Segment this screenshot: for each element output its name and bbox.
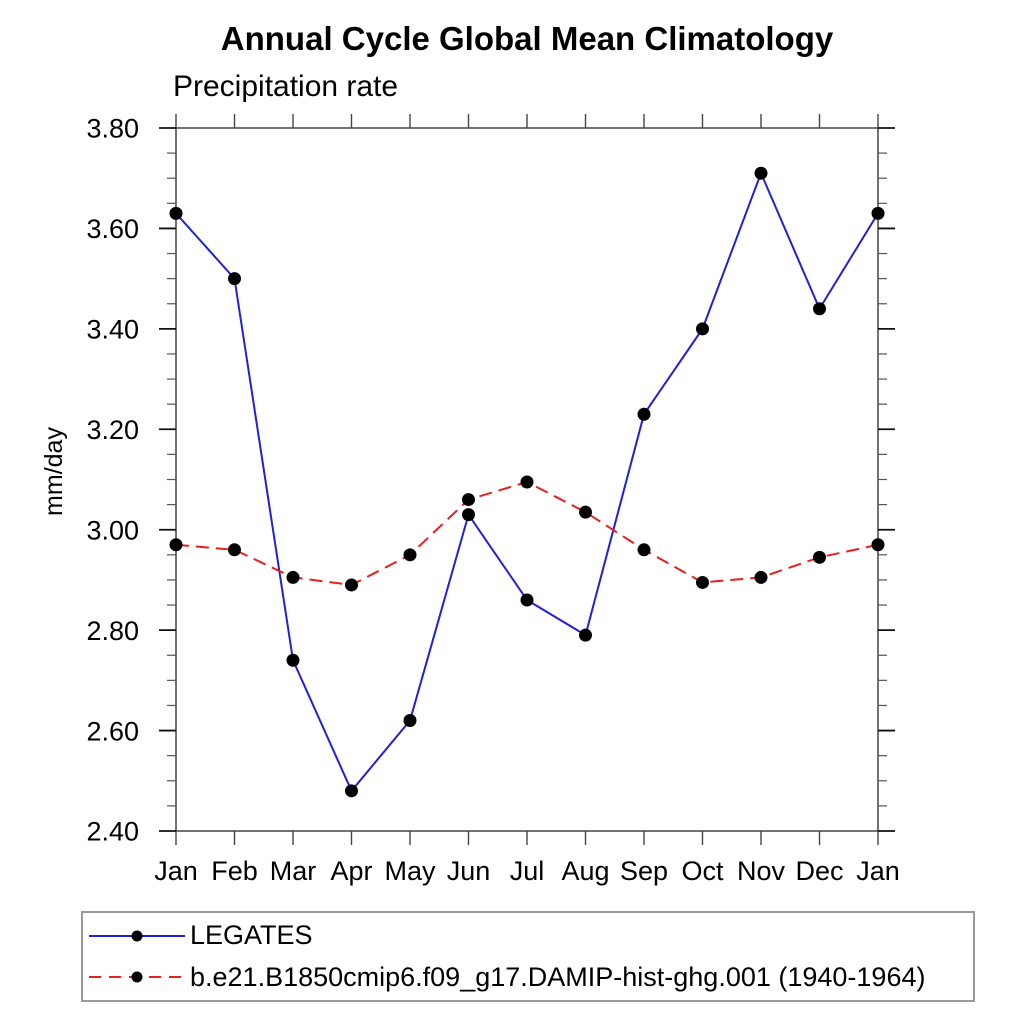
y-tick-label: 2.80 bbox=[86, 616, 139, 646]
data-point-marker bbox=[637, 543, 651, 557]
legend-label-model: b.e21.B1850cmip6.f09_g17.DAMIP-hist-ghg.… bbox=[190, 961, 926, 992]
chart-title: Annual Cycle Global Mean Climatology bbox=[220, 20, 834, 57]
legend-sample-model bbox=[89, 971, 185, 983]
data-point-marker bbox=[696, 322, 709, 336]
data-point-marker bbox=[813, 550, 826, 564]
x-tick-label: Dec bbox=[795, 856, 843, 886]
data-point-marker bbox=[520, 475, 534, 489]
data-point-marker bbox=[286, 653, 300, 667]
data-point-marker bbox=[520, 593, 534, 607]
x-tick-label: Mar bbox=[270, 856, 317, 886]
x-tick-label: Apr bbox=[330, 856, 372, 886]
data-point-marker bbox=[579, 628, 592, 642]
series-line-1 bbox=[175, 480, 879, 586]
x-tick-label: Jan bbox=[856, 856, 900, 886]
data-point-marker bbox=[696, 575, 709, 589]
data-point-marker bbox=[813, 302, 826, 316]
x-tick-label: Jan bbox=[154, 856, 198, 886]
x-tick-label: Oct bbox=[681, 856, 724, 886]
x-tick-label: May bbox=[384, 856, 436, 886]
x-tick-label: Nov bbox=[737, 856, 786, 886]
data-point-marker bbox=[637, 407, 651, 421]
legend-item-legates: LEGATES bbox=[87, 917, 973, 955]
y-tick-label: 3.60 bbox=[86, 214, 139, 244]
data-point-marker bbox=[403, 548, 417, 562]
y-tick-label: 2.40 bbox=[86, 817, 139, 847]
y-tick-label: 2.60 bbox=[86, 716, 139, 746]
data-point-marker bbox=[754, 166, 768, 180]
data-point-marker bbox=[345, 784, 358, 798]
data-point-marker bbox=[579, 505, 592, 519]
y-tick-label: 3.00 bbox=[86, 515, 139, 545]
x-tick-label: Aug bbox=[561, 856, 609, 886]
x-tick-label: Feb bbox=[211, 856, 258, 886]
legend: LEGATES b.e21.B1850cmip6.f09_g17.DAMIP-h… bbox=[81, 911, 975, 1002]
data-point-marker bbox=[286, 570, 300, 584]
legend-marker-icon bbox=[131, 971, 143, 983]
y-axis-title: mm/day bbox=[40, 427, 68, 516]
data-point-marker bbox=[871, 206, 885, 220]
data-point-marker bbox=[462, 493, 475, 507]
data-point-marker bbox=[169, 206, 183, 220]
legend-label-legates: LEGATES bbox=[190, 920, 313, 951]
x-tick-label: Sep bbox=[620, 856, 668, 886]
data-point-marker bbox=[169, 538, 183, 552]
y-tick-label: 3.80 bbox=[86, 114, 139, 144]
data-point-marker bbox=[228, 543, 241, 557]
data-point-marker bbox=[462, 508, 475, 522]
y-tick-label: 3.20 bbox=[86, 415, 139, 445]
data-point-marker bbox=[403, 714, 417, 728]
chart-subtitle: Precipitation rate bbox=[173, 70, 399, 103]
x-tick-label: Jul bbox=[510, 856, 545, 886]
y-tick-label: 3.40 bbox=[86, 315, 139, 345]
x-tick-label: Jun bbox=[447, 856, 491, 886]
legend-marker-icon bbox=[131, 930, 143, 942]
data-point-marker bbox=[871, 538, 885, 552]
data-point-marker bbox=[228, 272, 241, 286]
legend-item-model: b.e21.B1850cmip6.f09_g17.DAMIP-hist-ghg.… bbox=[87, 958, 973, 996]
legend-sample-legates bbox=[89, 930, 185, 942]
data-point-marker bbox=[754, 570, 768, 584]
data-point-marker bbox=[345, 578, 358, 592]
